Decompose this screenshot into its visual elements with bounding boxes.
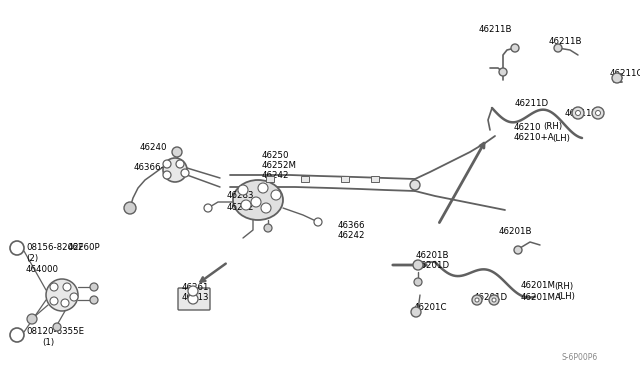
Circle shape [511, 44, 519, 52]
Text: (LH): (LH) [557, 292, 575, 301]
Text: a: a [241, 187, 245, 192]
Circle shape [172, 147, 182, 157]
Circle shape [258, 183, 268, 193]
Text: 08120-6355E: 08120-6355E [26, 327, 84, 337]
Circle shape [575, 110, 580, 115]
Circle shape [181, 169, 189, 177]
Bar [266, 176, 274, 182]
Text: 46250: 46250 [262, 151, 289, 160]
Circle shape [475, 298, 479, 302]
Circle shape [163, 160, 171, 168]
Text: 46210: 46210 [514, 122, 541, 131]
Circle shape [411, 307, 421, 317]
Circle shape [514, 246, 522, 254]
Circle shape [188, 294, 198, 304]
Text: B: B [13, 244, 20, 253]
Circle shape [176, 160, 184, 168]
Circle shape [410, 180, 420, 190]
Circle shape [472, 295, 482, 305]
Circle shape [489, 295, 499, 305]
Text: B: B [13, 330, 20, 340]
Text: (2): (2) [26, 253, 38, 263]
Circle shape [27, 314, 37, 324]
Circle shape [10, 328, 24, 342]
Text: b: b [244, 202, 248, 208]
Circle shape [271, 190, 281, 200]
Circle shape [572, 107, 584, 119]
Bar [341, 176, 349, 182]
Text: 46201B: 46201B [499, 228, 532, 237]
Text: 46201MA: 46201MA [521, 292, 562, 301]
Circle shape [163, 171, 171, 179]
Circle shape [251, 197, 261, 207]
Text: 46201C: 46201C [414, 304, 447, 312]
Circle shape [90, 283, 98, 291]
Text: 46282: 46282 [227, 202, 255, 212]
Text: 464000: 464000 [26, 264, 59, 273]
FancyBboxPatch shape [178, 288, 210, 310]
Circle shape [314, 218, 322, 226]
Text: 46201M: 46201M [521, 282, 556, 291]
Text: 46252M: 46252M [262, 160, 297, 170]
Circle shape [204, 204, 212, 212]
Circle shape [261, 203, 271, 213]
Text: 46211C: 46211C [610, 68, 640, 77]
Text: 46211D: 46211D [515, 99, 549, 108]
Circle shape [46, 279, 78, 311]
Text: F: F [264, 205, 268, 211]
Bar [371, 176, 379, 182]
Circle shape [61, 299, 69, 307]
Circle shape [70, 293, 78, 301]
Text: 46201D: 46201D [416, 262, 450, 270]
Text: e: e [261, 186, 265, 190]
Text: 46313: 46313 [182, 294, 209, 302]
Circle shape [414, 278, 422, 286]
Text: (1): (1) [42, 339, 54, 347]
Text: 46240: 46240 [140, 144, 168, 153]
Text: 08156-8202F: 08156-8202F [26, 244, 84, 253]
Text: 46366: 46366 [338, 221, 365, 230]
Circle shape [554, 44, 562, 52]
Circle shape [163, 158, 187, 182]
Text: (RH): (RH) [543, 122, 562, 131]
Circle shape [595, 110, 600, 115]
Text: S-6P00P6: S-6P00P6 [561, 353, 597, 362]
Text: (LH): (LH) [552, 134, 570, 142]
Circle shape [50, 297, 58, 305]
Text: 46242: 46242 [338, 231, 365, 241]
Circle shape [63, 283, 71, 291]
Text: 46211B: 46211B [549, 38, 582, 46]
Text: 46260P: 46260P [68, 244, 100, 253]
Text: 46242: 46242 [262, 170, 289, 180]
Circle shape [499, 68, 507, 76]
Text: 46211B: 46211B [479, 26, 513, 35]
Text: a: a [254, 199, 258, 205]
Text: 46201D: 46201D [474, 294, 508, 302]
Circle shape [238, 185, 248, 195]
Ellipse shape [233, 180, 283, 220]
Text: 46283: 46283 [227, 192, 255, 201]
Circle shape [592, 107, 604, 119]
Bar [301, 176, 309, 182]
Circle shape [90, 296, 98, 304]
Text: 46261: 46261 [182, 282, 209, 292]
Text: 46366+A: 46366+A [134, 163, 175, 171]
Circle shape [10, 241, 24, 255]
Text: 46211D: 46211D [565, 109, 599, 118]
Text: 46201B: 46201B [416, 250, 449, 260]
Circle shape [413, 260, 423, 270]
Circle shape [612, 73, 622, 83]
Text: 46210+A: 46210+A [514, 134, 555, 142]
Circle shape [264, 224, 272, 232]
Text: c: c [275, 192, 278, 198]
Text: (RH): (RH) [554, 282, 573, 291]
Circle shape [241, 200, 251, 210]
Circle shape [53, 323, 61, 331]
Circle shape [188, 286, 198, 296]
Circle shape [124, 202, 136, 214]
Circle shape [50, 283, 58, 291]
Circle shape [492, 298, 496, 302]
